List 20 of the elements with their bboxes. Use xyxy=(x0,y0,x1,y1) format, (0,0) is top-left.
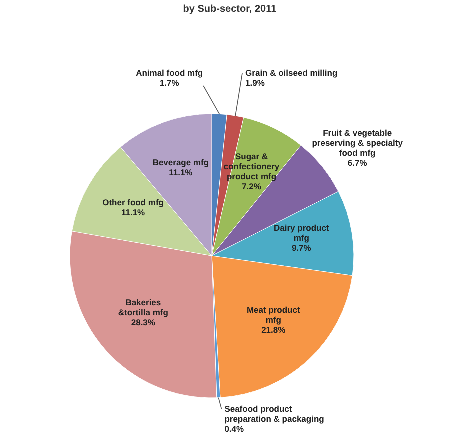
data-label: 21.8% xyxy=(262,324,286,335)
data-label: 11.1% xyxy=(121,208,146,218)
slice-label: Other food mfg xyxy=(102,198,164,208)
chart-title: by Sub-sector, 2011 xyxy=(183,4,278,15)
data-label: 1.7% xyxy=(160,78,180,88)
slice-label: Dairy product mfg xyxy=(274,223,330,244)
data-label: 7.2% xyxy=(242,181,262,192)
data-label: 6.7% xyxy=(348,158,368,168)
slice-label: Animal food mfg xyxy=(136,68,204,78)
data-label: 11.1% xyxy=(169,168,194,178)
slice-label: Fruit & vegetable preserving & specialty food mfg xyxy=(312,128,404,158)
data-label: 28.3% xyxy=(131,318,156,328)
data-label: 1.9% xyxy=(246,78,266,88)
slice-label: Bakeries &tortilla mfg xyxy=(118,298,168,318)
data-label: 9.7% xyxy=(292,243,312,254)
data-label: 0.4% xyxy=(224,424,245,434)
slice-label: Beverage mfg xyxy=(152,158,210,168)
slice-label: Grain & oilseed milling xyxy=(246,68,338,78)
slice-label: Seafood product preparation & packaging xyxy=(224,404,324,424)
slice-label: Meat product mfg xyxy=(246,304,300,325)
